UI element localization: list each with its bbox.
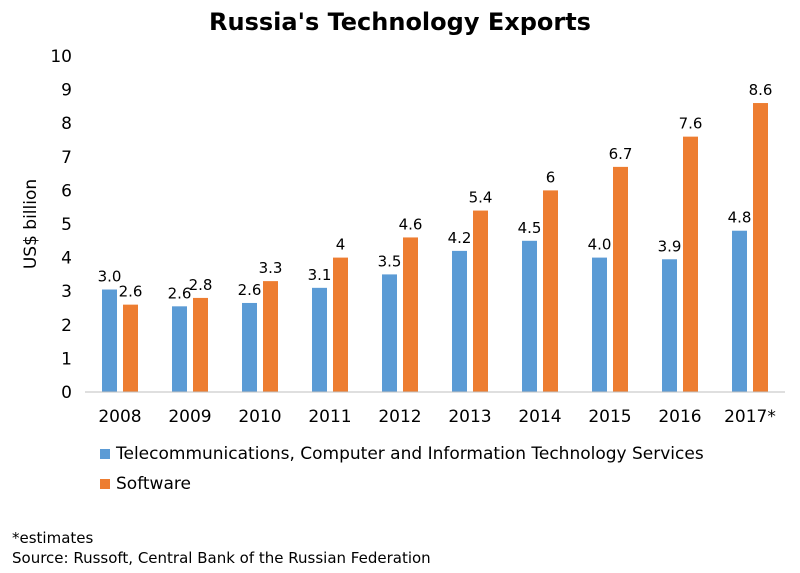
x-category-label: 2014 — [518, 407, 561, 427]
data-label-telecom: 4.8 — [728, 209, 752, 227]
legend-item-software: Software — [100, 469, 704, 499]
x-category-label: 2009 — [168, 407, 211, 427]
data-label-telecom: 2.6 — [168, 284, 192, 302]
footnote-source: Source: Russoft, Central Bank of the Rus… — [12, 549, 431, 567]
bar-software — [543, 190, 558, 392]
bar-telecom — [312, 287, 327, 392]
bar-software — [683, 136, 698, 392]
bar-telecom — [382, 274, 397, 392]
y-tick-label: 7 — [61, 148, 72, 168]
legend-swatch-telecom — [100, 449, 110, 459]
data-label-telecom: 3.9 — [658, 237, 682, 255]
bar-telecom — [522, 240, 537, 392]
bar-software — [403, 237, 418, 392]
x-category-label: 2017* — [724, 407, 776, 427]
y-tick-label: 1 — [61, 349, 72, 369]
x-category-labels: 2008 2009 2010 2011 2012 2013 2014 2015 2016 2017… — [98, 407, 776, 427]
data-label-telecom: 3.5 — [378, 252, 402, 270]
x-category-label: 2008 — [98, 407, 141, 427]
y-tick-labels: 0 1 2 3 4 5 6 7 8 9 10 — [50, 47, 72, 403]
legend-item-telecom: Telecommunications, Computer and Informa… — [100, 439, 704, 469]
data-label-software: 5.4 — [469, 189, 493, 207]
x-category-label: 2016 — [658, 407, 701, 427]
bar-telecom — [732, 230, 747, 392]
data-labels: 3.02.6 2.62.8 2.63.3 3.143.54.64.25.44.564.… — [98, 81, 773, 302]
chart-title: Russia's Technology Exports — [209, 8, 591, 36]
y-axis-title-group: US$ billion — [21, 179, 41, 269]
bar-telecom — [452, 250, 467, 392]
legend-swatch-software — [100, 479, 110, 489]
data-label-software: 2.6 — [119, 283, 143, 301]
data-label-software: 7.6 — [679, 115, 703, 133]
legend-label-software: Software — [116, 474, 191, 494]
data-label-software: 8.6 — [749, 81, 773, 99]
x-category-label: 2010 — [238, 407, 281, 427]
footnote: *estimates Source: Russoft, Central Bank… — [12, 528, 431, 568]
y-tick-label: 5 — [61, 215, 72, 235]
bars — [102, 103, 768, 392]
data-label-telecom: 4.2 — [448, 229, 472, 247]
y-tick-label: 6 — [61, 181, 72, 201]
footnote-estimates: *estimates — [12, 529, 94, 547]
x-category-label: 2015 — [588, 407, 631, 427]
y-tick-label: 8 — [61, 114, 72, 134]
data-label-telecom: 2.6 — [238, 281, 262, 299]
data-label-telecom: 4.5 — [518, 219, 542, 237]
bar-software — [123, 304, 138, 392]
bar-software — [753, 103, 768, 392]
data-label-software: 2.8 — [189, 276, 213, 294]
data-label-telecom: 4.0 — [588, 236, 612, 254]
bar-telecom — [102, 289, 117, 392]
x-category-label: 2011 — [308, 407, 351, 427]
bar-telecom — [662, 259, 677, 392]
data-label-software: 3.3 — [259, 259, 283, 277]
data-label-telecom: 3.0 — [98, 268, 122, 286]
y-tick-label: 2 — [61, 316, 72, 336]
x-category-label: 2012 — [378, 407, 421, 427]
data-label-software: 4.6 — [399, 215, 423, 233]
data-label-software: 6.7 — [609, 145, 633, 163]
bar-software — [333, 257, 348, 392]
legend: Telecommunications, Computer and Informa… — [100, 439, 704, 499]
y-tick-label: 3 — [61, 282, 72, 302]
bar-software — [193, 297, 208, 392]
data-label-software: 6 — [546, 168, 556, 186]
y-axis-title: US$ billion — [21, 179, 41, 269]
x-category-label: 2013 — [448, 407, 491, 427]
bar-telecom — [172, 306, 187, 392]
y-tick-label: 10 — [50, 47, 72, 67]
data-label-software: 4 — [336, 236, 346, 254]
legend-label-telecom: Telecommunications, Computer and Informa… — [116, 444, 704, 464]
bar-software — [613, 166, 628, 392]
bar-software — [473, 210, 488, 392]
bar-telecom — [242, 302, 257, 392]
y-tick-label: 4 — [61, 249, 72, 269]
bar-software — [263, 281, 278, 392]
y-tick-label: 0 — [61, 383, 72, 403]
bar-telecom — [592, 257, 607, 392]
y-tick-label: 9 — [61, 81, 72, 101]
data-label-telecom: 3.1 — [308, 266, 332, 284]
